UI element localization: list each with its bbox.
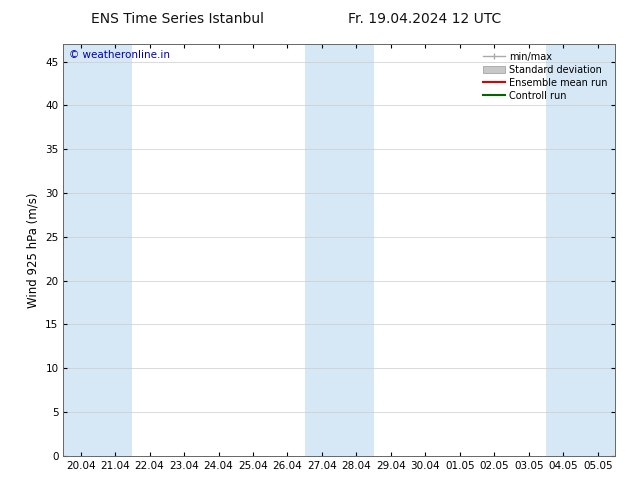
Legend: min/max, Standard deviation, Ensemble mean run, Controll run: min/max, Standard deviation, Ensemble me… bbox=[481, 49, 610, 103]
Text: ENS Time Series Istanbul: ENS Time Series Istanbul bbox=[91, 12, 264, 26]
Text: © weatheronline.in: © weatheronline.in bbox=[69, 50, 170, 60]
Bar bbox=[305, 44, 373, 456]
Bar bbox=[546, 44, 615, 456]
Bar bbox=[63, 44, 133, 456]
Text: Fr. 19.04.2024 12 UTC: Fr. 19.04.2024 12 UTC bbox=[348, 12, 501, 26]
Y-axis label: Wind 925 hPa (m/s): Wind 925 hPa (m/s) bbox=[27, 192, 40, 308]
